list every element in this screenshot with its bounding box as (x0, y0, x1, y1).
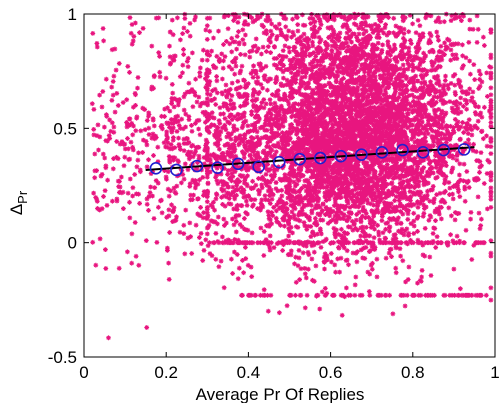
y-tick-label: -0.5 (48, 348, 77, 367)
binned-means-layer (149, 143, 471, 177)
x-tick-label: 0.2 (154, 363, 178, 382)
fit-line-layer (145, 146, 475, 171)
binned-mean-point (355, 148, 368, 161)
x-axis-title: Average Pr Of Replies (196, 385, 365, 403)
axes-box (83, 13, 496, 358)
y-tick-label: 0.5 (53, 119, 77, 138)
x-tick-label: 1 (490, 363, 499, 382)
y-tick-label: 0 (68, 234, 77, 253)
binned-mean-point (375, 146, 389, 159)
x-tick-label: 0.8 (401, 363, 425, 382)
scatter-points-layer (89, 11, 494, 341)
fit-line (145, 146, 475, 171)
binned-mean-point (252, 160, 265, 174)
binned-mean-point (149, 162, 163, 175)
axis-ticks: 0 0.2 0.4 0.6 0.8 1-0.500.51 (48, 5, 500, 382)
binned-mean-point (416, 146, 430, 159)
binned-mean-point (170, 163, 183, 177)
x-tick-label: 0 (79, 363, 88, 382)
binned-mean-point (437, 143, 450, 157)
scatter-points (89, 11, 494, 341)
y-tick-label: 1 (68, 5, 77, 24)
x-tick-label: 0.6 (319, 363, 343, 382)
binned-mean-point (334, 149, 348, 163)
binned-mean-point (396, 143, 409, 157)
binned-mean-point (190, 159, 204, 173)
binned-mean-point (211, 161, 224, 174)
binned-mean-point (272, 155, 286, 169)
y-axis-title: ΔPr (7, 190, 30, 215)
binned-mean-point (457, 143, 471, 156)
y-axis-title-subscript: Pr (15, 190, 30, 204)
x-tick-label: 0.4 (237, 363, 261, 382)
binned-mean-point (231, 157, 245, 171)
y-axis-title-main: Δ (7, 204, 26, 215)
binned-mean-point (293, 152, 307, 166)
binned-mean-point (314, 151, 327, 165)
